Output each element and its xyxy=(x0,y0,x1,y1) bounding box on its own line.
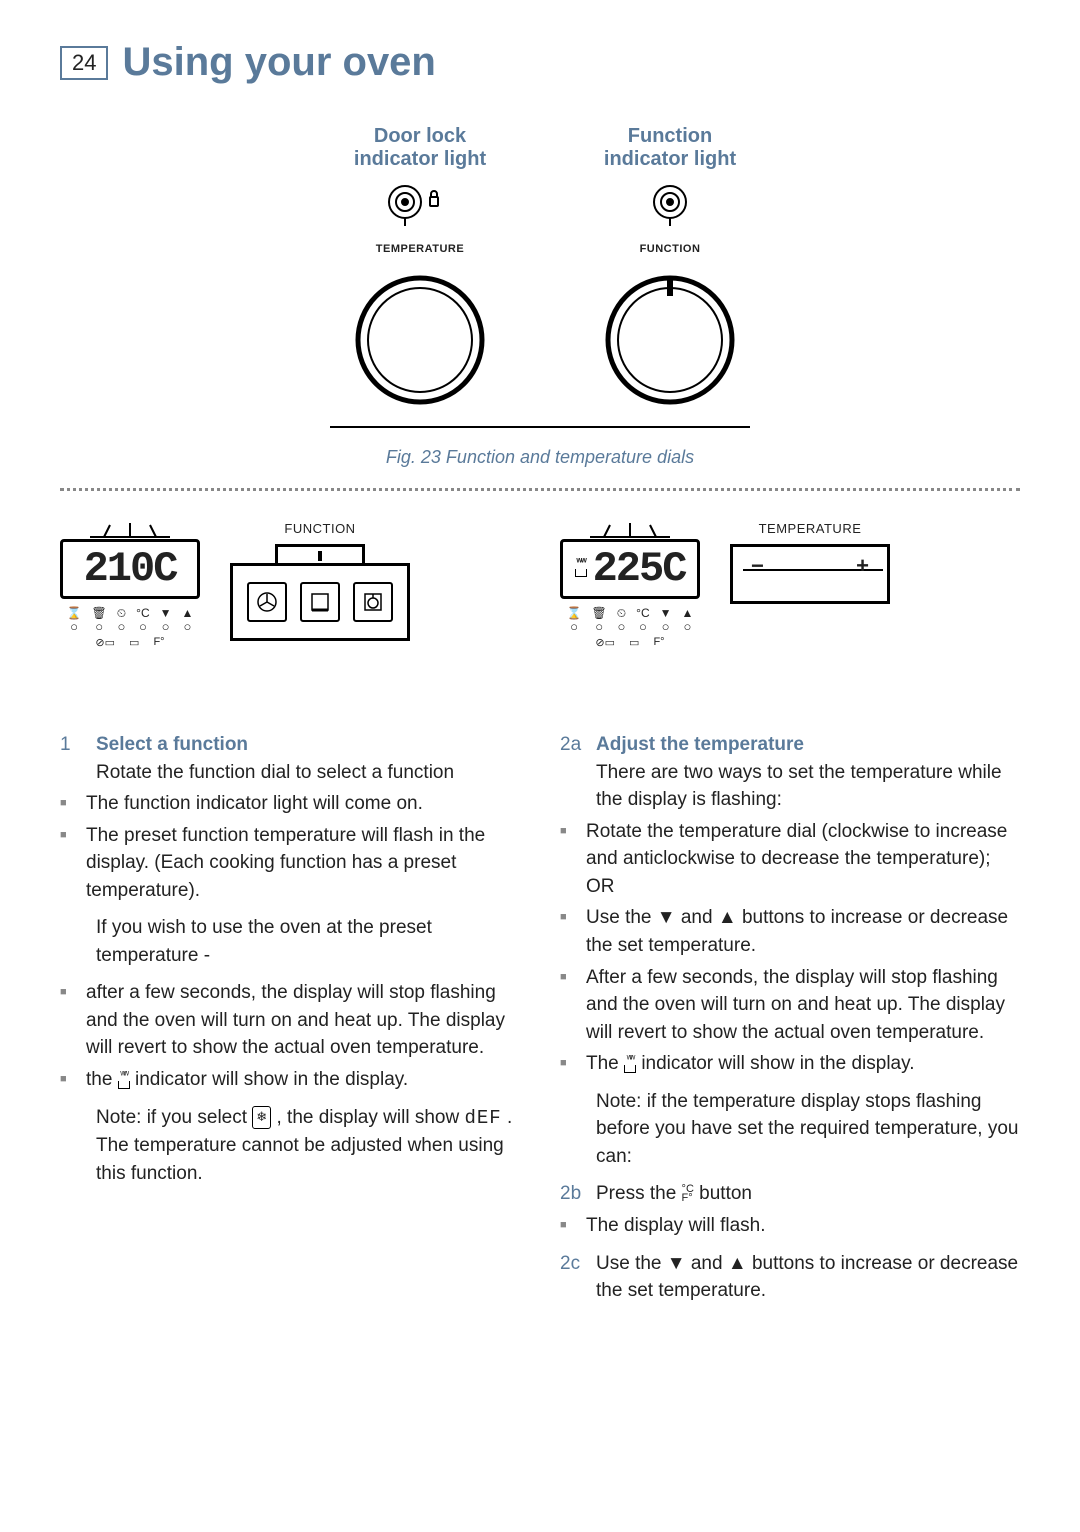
temperature-selector-panel: TEMPERATURE − + xyxy=(730,521,890,604)
lcd-icon-row2: ⊘▭▭F° xyxy=(95,636,164,649)
function-panel-body xyxy=(230,563,410,641)
cf-button-icon: °CF° xyxy=(682,1185,694,1205)
minus-icon: − xyxy=(751,553,764,579)
left-note: Note: if you select ❄ , the display will… xyxy=(96,1104,520,1188)
right-column: ʷʷ 225C ⌛○ 🗑○ ⏲○ °C○ ▼○ ▲○ ⊘▭▭F° TEMPERA xyxy=(560,521,1020,1309)
function-dial-column: Function indicator light FUNCTION xyxy=(595,125,745,415)
mode-grill-icon xyxy=(353,582,393,622)
function-indicator-icon xyxy=(595,177,745,239)
instructions-columns: 210C ⌛○ 🗑○ ⏲○ °C○ ▼○ ▲○ ⊘▭▭F° FUNCTION xyxy=(60,521,1020,1309)
plus-icon: + xyxy=(856,553,869,579)
mode-bake-icon xyxy=(300,582,340,622)
lcd-top-icon xyxy=(60,521,200,539)
door-lock-label: Door lock indicator light xyxy=(354,125,486,171)
step-2b-number: 2b xyxy=(560,1180,586,1208)
down-arrow-icon: ▼ xyxy=(657,904,676,932)
temperature-panel-label: TEMPERATURE xyxy=(759,521,862,536)
temperature-sub-label: TEMPERATURE xyxy=(376,243,464,255)
heat-indicator-icon: ʷʷ xyxy=(118,1071,130,1089)
page-title: Using your oven xyxy=(122,40,435,85)
left-display-row: 210C ⌛○ 🗑○ ⏲○ °C○ ▼○ ▲○ ⊘▭▭F° FUNCTION xyxy=(60,521,520,681)
lcd-display-225: ʷʷ 225C ⌛○ 🗑○ ⏲○ °C○ ▼○ ▲○ ⊘▭▭F° xyxy=(560,521,700,649)
left-column: 210C ⌛○ 🗑○ ⏲○ °C○ ▼○ ▲○ ⊘▭▭F° FUNCTION xyxy=(60,521,520,1309)
right-bullet-4: The ʷʷ indicator will show in the displa… xyxy=(586,1050,914,1078)
function-selector-panel: FUNCTION xyxy=(230,521,410,641)
left-bullet-1: The function indicator light will come o… xyxy=(86,790,423,818)
function-dial-icon xyxy=(595,265,745,415)
lcd-heat-icon: ʷʷ xyxy=(575,559,587,579)
lcd-value-2: ʷʷ 225C xyxy=(560,539,700,599)
figure-caption: Fig. 23 Function and temperature dials xyxy=(60,447,1020,468)
step-2a-number: 2a xyxy=(560,731,586,814)
step-2a-title: Adjust the temperature xyxy=(596,731,1020,759)
dials-diagram: Door lock indicator light TEMPERATURE Fu… xyxy=(60,125,1020,415)
baseline-icon xyxy=(330,425,750,435)
right-bullet-3: After a few seconds, the display will st… xyxy=(586,964,1020,1047)
lcd-icon-row-r: ⌛○ 🗑○ ⏲○ °C○ ▼○ ▲○ xyxy=(567,607,694,634)
mode-fan-icon xyxy=(247,582,287,622)
right-display-row: ʷʷ 225C ⌛○ 🗑○ ⏲○ °C○ ▼○ ▲○ ⊘▭▭F° TEMPERA xyxy=(560,521,1020,681)
temperature-dial-icon xyxy=(345,265,495,415)
temperature-indicator-icon xyxy=(335,177,505,239)
step-2a-intro: There are two ways to set the temperatur… xyxy=(596,759,1020,814)
right-bullet-2: Use the ▼ and ▲ buttons to increase or d… xyxy=(586,904,1020,959)
up-arrow-icon: ▲ xyxy=(728,1250,747,1278)
left-bullet-4: the ʷʷ indicator will show in the displa… xyxy=(86,1066,408,1094)
temperature-dial-column: Door lock indicator light TEMPERATURE xyxy=(335,125,505,415)
page-number: 24 xyxy=(60,46,108,80)
up-arrow-icon: ▲ xyxy=(718,904,737,932)
lcd-display-210: 210C ⌛○ 🗑○ ⏲○ °C○ ▼○ ▲○ ⊘▭▭F° xyxy=(60,521,200,649)
step-2c-text: Use the ▼ and ▲ buttons to increase or d… xyxy=(596,1250,1020,1305)
step-1-intro: Rotate the function dial to select a fun… xyxy=(96,759,520,787)
step-2c-number: 2c xyxy=(560,1250,586,1305)
step-1-title: Select a function xyxy=(96,731,520,759)
right-bullet-1: Rotate the temperature dial (clockwise t… xyxy=(586,818,1020,901)
left-bullet-2: The preset function temperature will fla… xyxy=(86,822,520,905)
page-header: 24 Using your oven xyxy=(60,40,1020,85)
left-para-1: If you wish to use the oven at the prese… xyxy=(96,914,520,969)
right-note: Note: if the temperature display stops f… xyxy=(596,1088,1020,1171)
down-arrow-icon: ▼ xyxy=(667,1250,686,1278)
step-1-number: 1 xyxy=(60,731,86,786)
section-divider xyxy=(60,488,1020,491)
right-instructions: 2a Adjust the temperature There are two … xyxy=(560,731,1020,1305)
step-2b-text: Press the °CF° button xyxy=(596,1180,1020,1208)
function-panel-top-icon xyxy=(275,544,365,566)
heat-indicator-icon: ʷʷ xyxy=(624,1055,636,1073)
lcd-icon-row: ⌛○ 🗑○ ⏲○ °C○ ▼○ ▲○ xyxy=(67,607,194,634)
function-panel-label: FUNCTION xyxy=(284,521,355,536)
left-instructions: 1 Select a function Rotate the function … xyxy=(60,731,520,1187)
step-2b-bullet: The display will flash. xyxy=(586,1212,766,1240)
function-label: Function indicator light xyxy=(604,125,736,171)
defrost-icon: ❄ xyxy=(252,1106,271,1129)
lcd-value: 210C xyxy=(60,539,200,599)
function-sub-label: FUNCTION xyxy=(640,243,701,255)
lcd-top-icon xyxy=(560,521,700,539)
defrost-text: dEF xyxy=(464,1107,501,1129)
lcd-icon-row2-r: ⊘▭▭F° xyxy=(595,636,664,649)
left-bullet-3: after a few seconds, the display will st… xyxy=(86,979,520,1062)
